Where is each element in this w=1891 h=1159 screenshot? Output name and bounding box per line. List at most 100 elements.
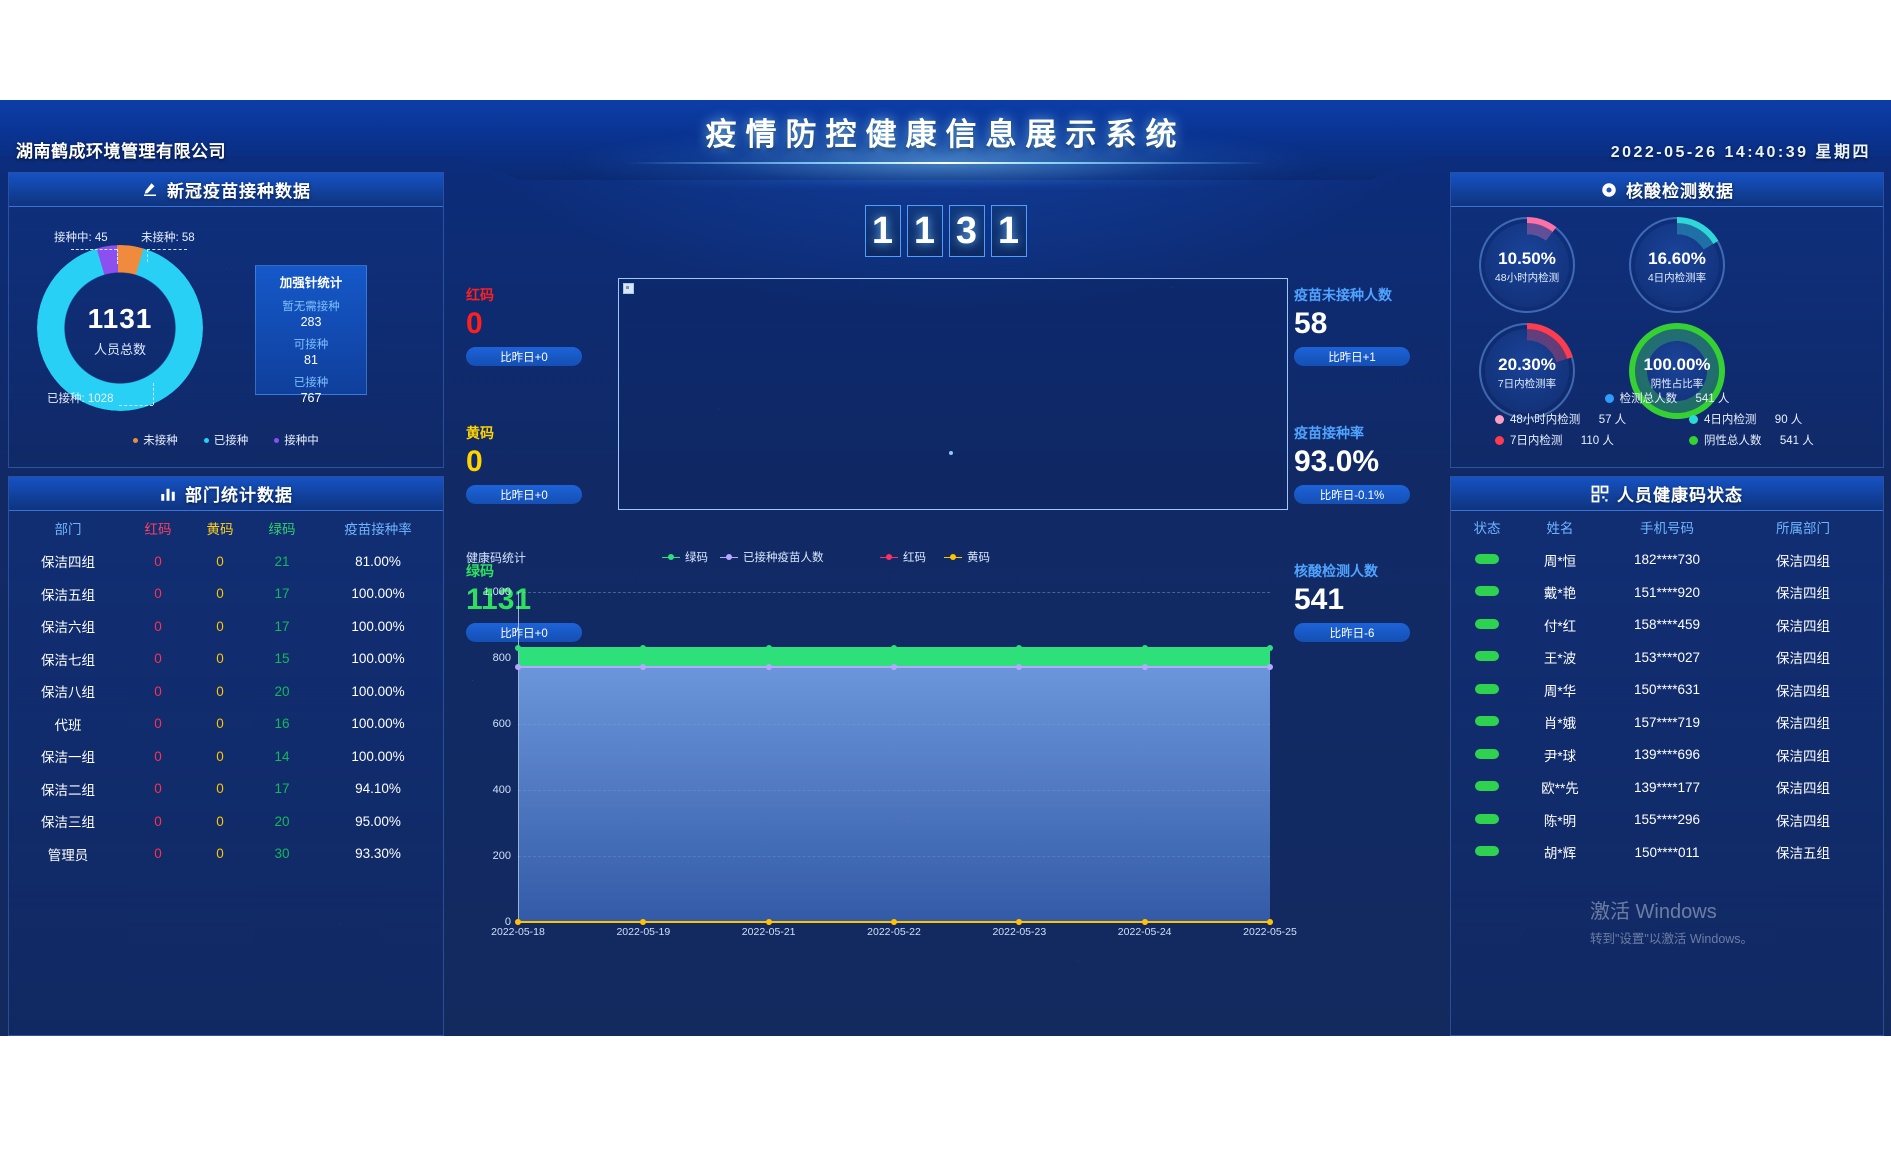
legend-item: 7日内检测 110 人	[1495, 432, 1645, 448]
table-row[interactable]: 尹*球 139****696 保洁四组	[1451, 739, 1883, 772]
table-row[interactable]: 戴*艳 151****920 保洁四组	[1451, 576, 1883, 609]
x-axis-tick: 2022-05-21	[741, 926, 796, 938]
green-code-pill	[1475, 716, 1499, 727]
series-point	[1016, 664, 1023, 671]
people-health-code-panel: 人员健康码状态 状态 姓名 手机号码 所属部门 周*恒 182****730 保洁四组 戴*…	[1450, 476, 1884, 1036]
department-panel-header: 部门统计数据	[9, 477, 443, 511]
people-table-body: 周*恒 182****730 保洁四组 戴*艳 151****920 保洁四组 付*红 158…	[1451, 544, 1883, 869]
leader-line-not-vaccinated	[147, 249, 187, 250]
legend-label: 未接种	[143, 435, 178, 447]
chart-legend-item[interactable]: 已接种疫苗人数	[720, 549, 824, 565]
table-row[interactable]: 陈*明 155****296 保洁四组	[1451, 804, 1883, 837]
table-cell: 保洁四组	[1776, 748, 1830, 764]
table-row[interactable]: 王*波 153****027 保洁四组	[1451, 641, 1883, 674]
chart-legend-item[interactable]: 绿码	[662, 549, 708, 565]
x-axis-tick: 2022-05-19	[616, 926, 671, 938]
department-panel-title: 部门统计数据	[185, 486, 293, 505]
y-axis-tick: 0	[504, 916, 511, 928]
status-badge	[1451, 746, 1523, 764]
dashboard: 湖南鹤成环境管理有限公司 疫情防控健康信息展示系统 2022-05-26 14:…	[0, 100, 1891, 1036]
legend-dot	[1689, 414, 1698, 424]
metric-label: 疫苗接种率	[1294, 425, 1364, 441]
booster-row-value: 81	[304, 353, 318, 367]
table-row[interactable]: 保洁一组 0 0 14 100.00%	[9, 740, 443, 773]
legend-item: 未接种	[133, 432, 178, 448]
legend-dot	[1495, 435, 1504, 445]
metric-green-code: 绿码 1131 比昨日+0	[466, 561, 582, 642]
metric-vaccination-rate: 疫苗接种率 93.0% 比昨日-0.1%	[1294, 423, 1410, 504]
table-row[interactable]: 周*华 150****631 保洁四组	[1451, 674, 1883, 707]
gauge-inner	[1635, 223, 1719, 307]
table-cell: 保洁四组	[1776, 683, 1830, 699]
green-code-pill	[1475, 748, 1499, 759]
column-header: 姓名	[1546, 521, 1574, 537]
table-row[interactable]: 胡*辉 150****011 保洁五组	[1451, 836, 1883, 869]
table-cell: 0	[154, 716, 162, 732]
table-cell: 胡*辉	[1543, 846, 1577, 862]
column-header: 所属部门	[1776, 521, 1830, 537]
chart-legend-item[interactable]: 红码	[880, 549, 926, 565]
legend-row: 48小时内检测 57 人 4日内检测 90 人	[1451, 411, 1883, 427]
table-row[interactable]: 保洁二组 0 0 17 94.10%	[9, 773, 443, 806]
x-axis-tick: 2022-05-18	[491, 926, 545, 938]
gauge-inner	[1485, 329, 1569, 413]
series-point	[765, 919, 772, 925]
y-axis-tick: 1,000	[483, 586, 511, 598]
table-cell: 0	[216, 748, 224, 764]
legend-value: 541 人	[1695, 393, 1730, 405]
table-row[interactable]: 保洁七组 0 0 15 100.00%	[9, 643, 443, 676]
table-row[interactable]: 保洁四组 0 0 21 81.00%	[9, 545, 443, 578]
table-row[interactable]: 保洁六组 0 0 17 100.00%	[9, 610, 443, 643]
legend-value: 541 人	[1779, 435, 1814, 447]
table-row[interactable]: 保洁八组 0 0 20 100.00%	[9, 675, 443, 708]
legend-row: 7日内检测 110 人 阴性总人数 541 人	[1451, 432, 1883, 448]
table-cell: 100.00%	[351, 748, 405, 764]
table-cell: 0	[216, 553, 224, 569]
table-cell: 20	[274, 683, 290, 699]
company-name: 湖南鹤成环境管理有限公司	[16, 142, 226, 161]
department-table: 部门 红码 黄码 绿码 疫苗接种率 保洁四组 0 0 21 81.00% 保洁五组 0 0 17 100.…	[9, 511, 443, 870]
table-cell: 94.10%	[355, 781, 401, 797]
table-cell: 0	[154, 586, 162, 602]
table-cell: 0	[154, 618, 162, 634]
table-row[interactable]: 管理员 0 0 30 93.30%	[9, 838, 443, 871]
table-row[interactable]: 代班 0 0 16 100.00%	[9, 708, 443, 741]
table-cell: 158****459	[1633, 617, 1701, 633]
legend-label: 已接种疫苗人数	[743, 552, 824, 564]
table-cell: 100.00%	[351, 651, 405, 667]
table-cell: 20	[274, 813, 290, 829]
table-cell: 王*波	[1543, 651, 1577, 667]
table-cell: 保洁四组	[1776, 553, 1830, 569]
y-axis-tick: 600	[492, 718, 511, 730]
metric-nucleic-test-count: 核酸检测人数 541 比昨日-6	[1294, 561, 1410, 642]
table-row[interactable]: 周*恒 182****730 保洁四组	[1451, 544, 1883, 577]
column-header: 红码	[144, 522, 172, 537]
column-header: 疫苗接种率	[344, 522, 412, 537]
legend-value: 90 人	[1774, 414, 1803, 426]
table-row[interactable]: 保洁三组 0 0 20 95.00%	[9, 805, 443, 838]
metric-label: 绿码	[466, 563, 494, 579]
series-point	[891, 645, 897, 652]
series-point	[1267, 645, 1273, 652]
metric-value: 1131	[466, 583, 532, 616]
legend-label: 红码	[903, 552, 926, 564]
table-row[interactable]: 付*红 158****459 保洁四组	[1451, 609, 1883, 642]
table-row[interactable]: 保洁五组 0 0 17 100.00%	[9, 578, 443, 611]
metric-delta-badge: 比昨日-6	[1294, 623, 1410, 642]
table-cell: 保洁一组	[41, 750, 95, 766]
legend-dot	[133, 437, 139, 443]
green-code-pill	[1475, 683, 1499, 694]
x-axis-tick: 2022-05-23	[992, 926, 1047, 938]
legend-row: 检测总人数 541 人	[1451, 390, 1883, 406]
chart-legend-item[interactable]: 黄码	[944, 549, 990, 565]
table-row[interactable]: 欧**先 139****177 保洁四组	[1451, 771, 1883, 804]
donut-label-in-progress: 接种中: 45	[54, 232, 108, 244]
booster-stats-box: 加强针统计 暂无需接种 283 可接种 81 已接种 767	[255, 265, 367, 405]
legend-item: 检测总人数 541 人	[1604, 390, 1730, 406]
table-cell: 150****011	[1634, 844, 1700, 860]
table-row[interactable]: 肖*娥 157****719 保洁四组	[1451, 706, 1883, 739]
legend-dot	[1604, 393, 1614, 403]
booster-row-value: 283	[300, 315, 322, 329]
